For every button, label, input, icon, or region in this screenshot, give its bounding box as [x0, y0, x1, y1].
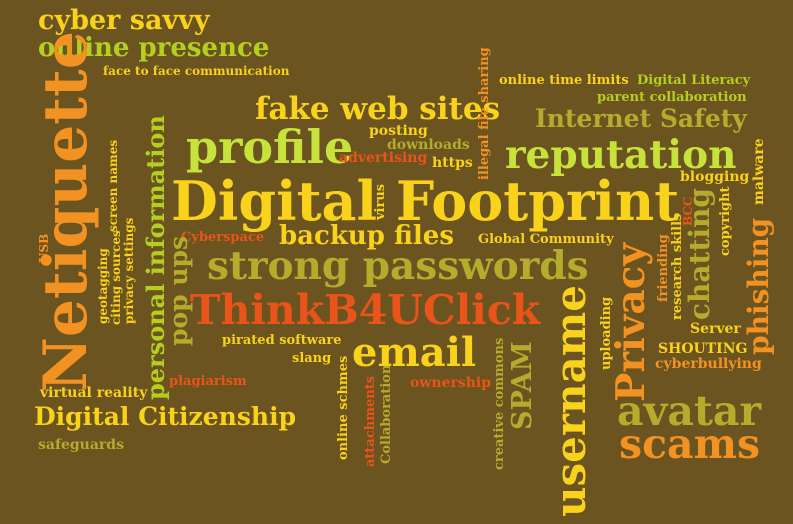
word-privacy: Privacy: [608, 242, 654, 402]
word-online-time-limits: online time limits: [499, 73, 629, 88]
word-downloads: downloads: [387, 137, 470, 153]
word-https: https: [432, 155, 473, 171]
word-plagiarism: plagiarism: [169, 374, 247, 389]
word-chatting: chatting: [683, 188, 716, 320]
word-virus: virus: [373, 183, 388, 220]
word-parent-collaboration: parent collaboration: [597, 90, 747, 105]
word-screen-names: screen names: [106, 139, 120, 232]
word-thinkb4uclick: ThinkB4UClick: [190, 286, 541, 334]
word-netiquette: Netiquette: [31, 31, 101, 392]
word-geotagging: geotagging: [96, 248, 110, 324]
word-online-schmes: online schmes: [336, 355, 351, 460]
word-profile: profile: [186, 120, 354, 174]
word-usb: USB: [37, 233, 51, 263]
word-digital-citizenship: Digital Citizenship: [34, 402, 297, 431]
word-collaboration: Collaboration: [379, 364, 394, 464]
word-malware: malware: [751, 138, 767, 205]
word-attachments: attachments: [363, 375, 378, 467]
word-pop-ups: pop ups: [164, 235, 193, 346]
word-backup-files: backup files: [279, 221, 454, 251]
word-strong-passwords: strong passwords: [207, 243, 589, 289]
word-scams: scams: [619, 420, 761, 468]
word-digital-literacy: Digital Literacy: [637, 73, 751, 88]
word-illegal-file-sharing: illegal file sharing: [477, 47, 492, 180]
word-friending: friending: [656, 234, 671, 302]
word-safeguards: safeguards: [38, 437, 124, 453]
word-ownership: ownership: [410, 375, 492, 391]
word-cyberspace: Cyberspace: [181, 230, 265, 245]
word-server: Server: [690, 321, 741, 337]
word-global-community: Global Community: [478, 232, 614, 247]
word-advertising: advertising: [339, 150, 428, 166]
word-phishing: phishing: [742, 217, 775, 355]
word-internet-safety: Internet Safety: [535, 104, 747, 133]
word-slang: slang: [292, 351, 332, 366]
word-email: email: [352, 329, 477, 376]
word-spam: SPAM: [507, 341, 538, 430]
word-fake-web-sites: fake web sites: [255, 91, 501, 127]
word-cyber-savvy: cyber savvy: [38, 5, 210, 36]
word-blogging: blogging: [680, 169, 750, 185]
word-shouting: SHOUTING: [658, 341, 748, 357]
word-cyberbullying: cyberbullying: [655, 356, 762, 372]
word-copyright: copyright: [718, 186, 733, 256]
word-pirated-software: pirated software: [222, 333, 342, 348]
word-virtual-reality: virtual reality: [40, 385, 148, 401]
word-creative-commons: creative commons: [492, 337, 507, 470]
word-username: username: [546, 285, 595, 517]
word-digital-footprint: Digital Footprint: [171, 169, 680, 233]
word-face-to-face-communication: face to face communication: [103, 64, 290, 78]
word-privacy-settings: privacy settings: [122, 217, 136, 324]
word-uploading: uploading: [599, 296, 614, 370]
word-avatar: avatar: [617, 387, 762, 435]
word-posting: posting: [369, 123, 428, 139]
word-citing-sources: citing sources: [109, 230, 123, 325]
word-reputation: reputation: [505, 132, 737, 178]
word-online-presence: online presence: [38, 33, 270, 63]
